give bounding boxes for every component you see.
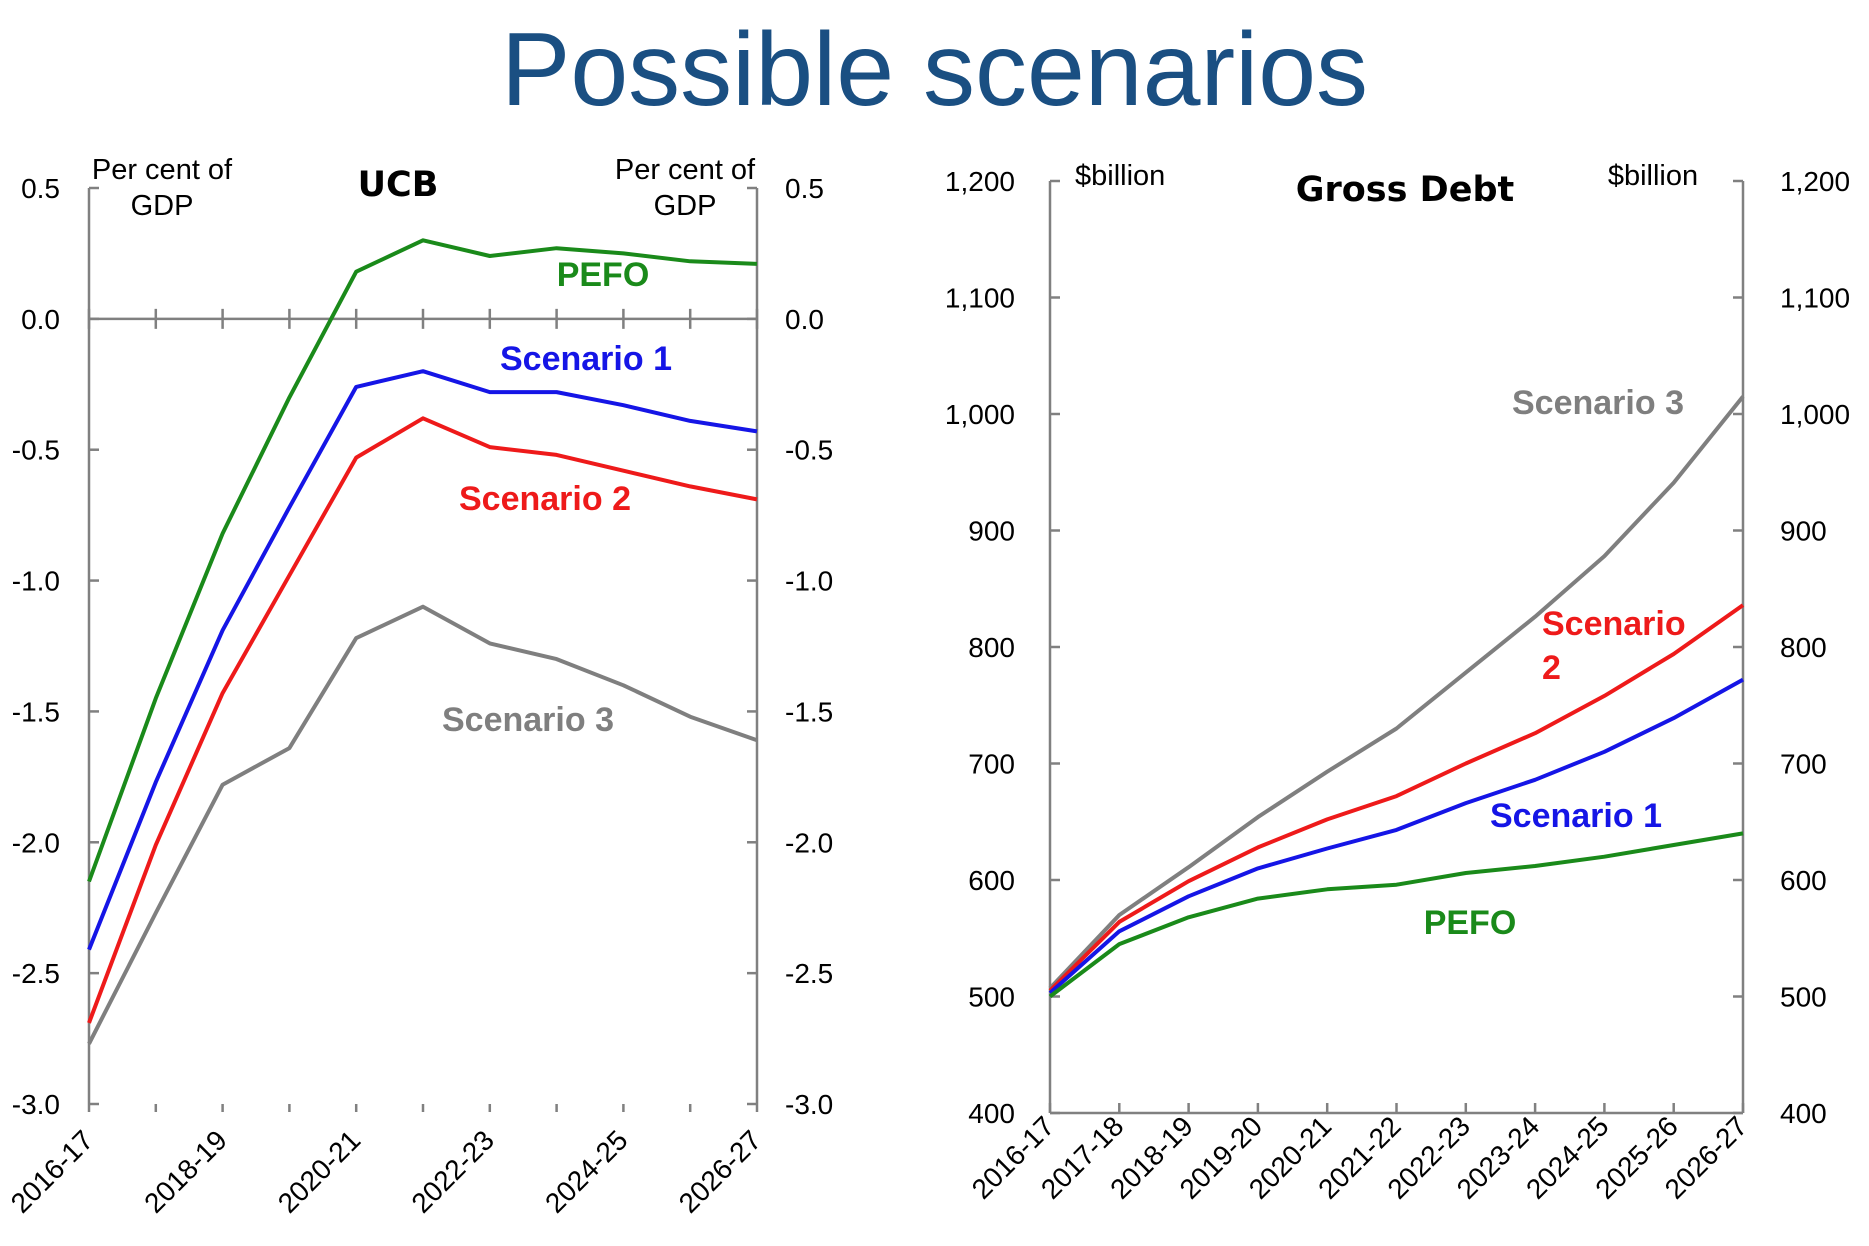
y-tick-label-left: -2.0 bbox=[12, 827, 60, 858]
series-label-scenario-2: Scenario 2 bbox=[1542, 605, 1686, 687]
series-line-scenario-2 bbox=[1048, 603, 1745, 993]
x-tick-label: 2018-19 bbox=[138, 1124, 233, 1219]
y-tick-label-left: 0.5 bbox=[21, 173, 60, 204]
chart-title: UCB bbox=[358, 165, 439, 205]
series-label-scenario-3: Scenario 3 bbox=[1512, 384, 1684, 422]
series-line-scenario-3 bbox=[1048, 395, 1745, 990]
y-tick-label-right: -1.0 bbox=[785, 566, 833, 597]
unit-label-left: Per cent of bbox=[92, 154, 233, 186]
series-label-scenario-1: Scenario 1 bbox=[1490, 797, 1662, 835]
y-tick-label-right: -3.0 bbox=[785, 1089, 833, 1120]
y-tick-label-left: 1,200 bbox=[945, 166, 1015, 197]
series-line-scenario-1 bbox=[1048, 677, 1744, 995]
y-tick-label-right: 400 bbox=[1780, 1098, 1827, 1129]
series-line-pefo bbox=[87, 238, 758, 883]
y-tick-label-left: -1.0 bbox=[12, 566, 60, 597]
y-tick-label-left: 1,000 bbox=[945, 399, 1015, 430]
series-line-scenario-3 bbox=[87, 604, 758, 1045]
x-tick-label: 2024-25 bbox=[539, 1124, 634, 1219]
page-title: Possible scenarios bbox=[500, 12, 1369, 128]
y-tick-label-left: 0.0 bbox=[21, 304, 60, 335]
x-tick-label: 2022-23 bbox=[405, 1124, 500, 1219]
y-tick-label-right: 700 bbox=[1780, 749, 1827, 780]
y-tick-label-left: 900 bbox=[968, 516, 1015, 547]
unit-label-left: GDP bbox=[131, 190, 194, 222]
x-tick-label: 2020-21 bbox=[272, 1124, 367, 1219]
y-tick-label-left: -2.5 bbox=[12, 958, 60, 989]
y-tick-label-right: 1,000 bbox=[1780, 399, 1850, 430]
series-label-pefo: PEFO bbox=[1424, 904, 1517, 942]
y-tick-label-right: 600 bbox=[1780, 865, 1827, 896]
y-tick-label-right: -0.5 bbox=[785, 435, 833, 466]
series-line-scenario-1 bbox=[87, 369, 758, 951]
series-label-scenario-2: Scenario 2 bbox=[459, 480, 631, 518]
unit-label-right: GDP bbox=[654, 190, 717, 222]
y-tick-label-right: 1,100 bbox=[1780, 283, 1850, 314]
y-tick-label-right: 0.0 bbox=[785, 304, 824, 335]
y-tick-label-left: 800 bbox=[968, 632, 1015, 663]
series-label-scenario-1: Scenario 1 bbox=[500, 340, 672, 378]
unit-label-left: $billion bbox=[1075, 160, 1165, 192]
x-tick-label: 2016-17 bbox=[5, 1124, 100, 1219]
unit-label-right: $billion bbox=[1608, 160, 1698, 192]
series-label-pefo: PEFO bbox=[557, 256, 650, 294]
x-tick-label: 2026-27 bbox=[673, 1124, 768, 1219]
y-tick-label-left: 600 bbox=[968, 865, 1015, 896]
series-label-scenario-3: Scenario 3 bbox=[442, 701, 614, 739]
y-tick-label-left: 1,100 bbox=[945, 283, 1015, 314]
unit-label-right: Per cent of bbox=[615, 154, 756, 186]
y-tick-label-right: -2.0 bbox=[785, 827, 833, 858]
y-tick-label-right: -2.5 bbox=[785, 958, 833, 989]
y-tick-label-left: 500 bbox=[968, 982, 1015, 1013]
series-label-part: 2 bbox=[1542, 649, 1561, 687]
y-tick-label-left: 400 bbox=[968, 1098, 1015, 1129]
y-tick-label-left: -0.5 bbox=[12, 435, 60, 466]
y-tick-label-left: -3.0 bbox=[12, 1089, 60, 1120]
chart-title: Gross Debt bbox=[1296, 170, 1514, 210]
y-tick-label-left: 700 bbox=[968, 749, 1015, 780]
y-tick-label-right: -1.5 bbox=[785, 696, 833, 727]
y-tick-label-right: 900 bbox=[1780, 516, 1827, 547]
series-line-scenario-2 bbox=[87, 416, 758, 1024]
y-tick-label-right: 500 bbox=[1780, 982, 1827, 1013]
y-tick-label-right: 800 bbox=[1780, 632, 1827, 663]
y-tick-label-left: -1.5 bbox=[12, 696, 60, 727]
y-tick-label-right: 1,200 bbox=[1780, 166, 1850, 197]
y-tick-label-right: 0.5 bbox=[785, 173, 824, 204]
series-line-pefo bbox=[1048, 831, 1744, 999]
series-label-part: Scenario bbox=[1542, 605, 1686, 643]
